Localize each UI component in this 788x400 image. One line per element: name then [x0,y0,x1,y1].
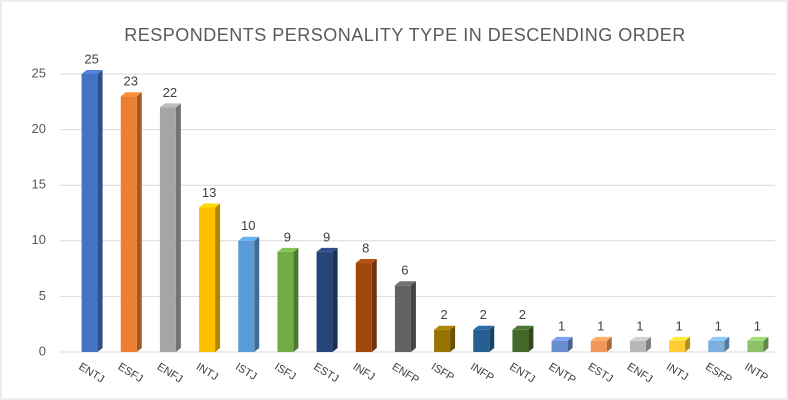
chart-title: RESPONDENTS PERSONALITY TYPE IN DESCENDI… [124,25,685,45]
bar [434,325,456,352]
bar-side [724,336,730,352]
bar [159,103,181,352]
bar-top [277,247,299,252]
bar-front [747,340,764,352]
bar-side [528,325,534,352]
bar-side [450,325,456,352]
bar-side [215,203,221,352]
bar-side [685,336,691,352]
bar-front [355,263,372,352]
data-label: 2 [480,307,487,322]
bar-top [590,336,612,341]
bar-side [293,247,299,352]
bar-top [708,336,730,341]
bar-top [394,281,416,286]
bar-front [394,285,411,352]
bar-front [277,251,294,352]
bar [120,92,142,353]
y-tick-label: 15 [32,177,46,192]
bar-top [434,325,456,330]
bar-top [355,259,377,264]
data-label: 2 [519,307,526,322]
bar-side [136,92,142,353]
bar-front [199,207,216,352]
data-label: 9 [323,229,330,244]
bar-front [81,74,98,352]
data-label: 25 [84,51,98,66]
data-label: 2 [440,307,447,322]
bar [708,336,730,352]
bar-side [254,236,260,352]
bar-side [645,336,651,352]
bar-top [669,336,691,341]
bar-front [159,107,176,352]
bar [277,247,299,352]
data-label: 22 [163,85,177,100]
bar-top [81,70,103,74]
bar-front [473,329,490,352]
data-label: 10 [241,218,255,233]
bar-front [551,340,568,352]
y-tick-label: 10 [32,232,46,247]
y-tick-label: 25 [32,65,46,80]
bar [747,336,769,352]
y-tick-label: 0 [39,343,46,358]
bar-side [175,103,181,352]
data-label: 1 [558,318,565,333]
bar-front [669,340,686,352]
bar [629,336,651,352]
y-tick-label: 20 [32,121,46,136]
bar-front [238,240,255,352]
bar-front [434,329,451,352]
bar-top [629,336,651,341]
data-label: 8 [362,240,369,255]
bar-side [371,259,377,352]
bar-top [512,325,534,330]
data-label: 23 [124,74,138,89]
bar [473,325,495,352]
bar [355,259,377,352]
bar-side [567,336,573,352]
bar-front [316,251,333,352]
bar-top [473,325,495,330]
bar [512,325,534,352]
data-label: 1 [636,318,643,333]
bar [81,70,103,352]
bar-top [238,236,260,241]
bar-side [410,281,416,352]
bar [199,203,221,352]
bar-top [120,92,142,97]
bar [669,336,691,352]
bar-top [159,103,181,108]
bar-front [120,96,137,353]
data-label: 6 [401,263,408,278]
bar-side [97,70,103,352]
bar-front [629,340,646,352]
bar-top [747,336,769,341]
bar [551,336,573,352]
bar-side [763,336,769,352]
bar [394,281,416,352]
bar-front [590,340,607,352]
data-label: 1 [754,318,761,333]
bar-side [332,247,338,352]
data-label: 1 [597,318,604,333]
bar-side [489,325,495,352]
data-label: 1 [715,318,722,333]
bar [590,336,612,352]
bar-top [316,247,338,252]
bar-top [199,203,221,208]
bar-side [606,336,612,352]
data-label: 13 [202,185,216,200]
data-label: 1 [675,318,682,333]
data-label: 9 [284,229,291,244]
bar [238,236,260,352]
bar-front [512,329,529,352]
bar [316,247,338,352]
y-tick-label: 5 [39,288,46,303]
bar-front [708,340,725,352]
bar-top [551,336,573,341]
